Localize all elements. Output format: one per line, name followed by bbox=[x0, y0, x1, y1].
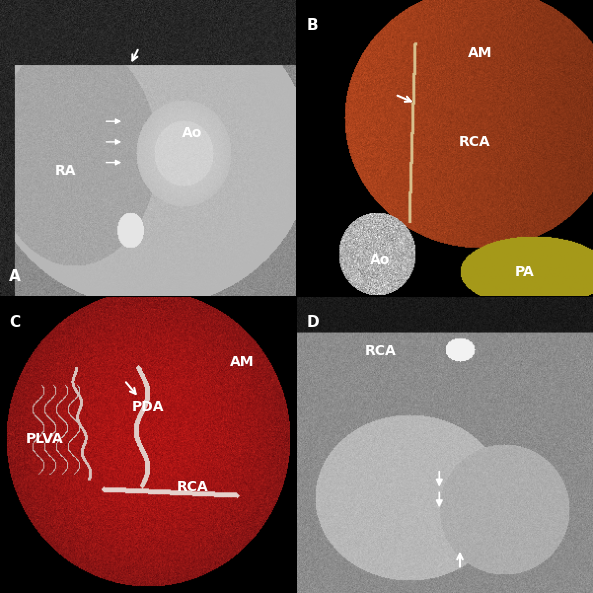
Text: A: A bbox=[9, 269, 21, 284]
Text: D: D bbox=[306, 315, 319, 330]
Text: RCA: RCA bbox=[459, 135, 490, 149]
Text: AM: AM bbox=[230, 355, 254, 369]
Text: B: B bbox=[306, 18, 318, 33]
Text: PLVA: PLVA bbox=[25, 432, 63, 447]
Text: AM: AM bbox=[468, 46, 493, 60]
Text: PA: PA bbox=[515, 265, 535, 279]
Text: RCA: RCA bbox=[176, 480, 208, 493]
Text: RCA: RCA bbox=[364, 343, 396, 358]
Text: Ao: Ao bbox=[182, 126, 202, 140]
Text: PDA: PDA bbox=[132, 400, 164, 414]
Text: C: C bbox=[9, 315, 20, 330]
Text: Ao: Ao bbox=[370, 253, 390, 267]
Text: RA: RA bbox=[55, 164, 76, 178]
